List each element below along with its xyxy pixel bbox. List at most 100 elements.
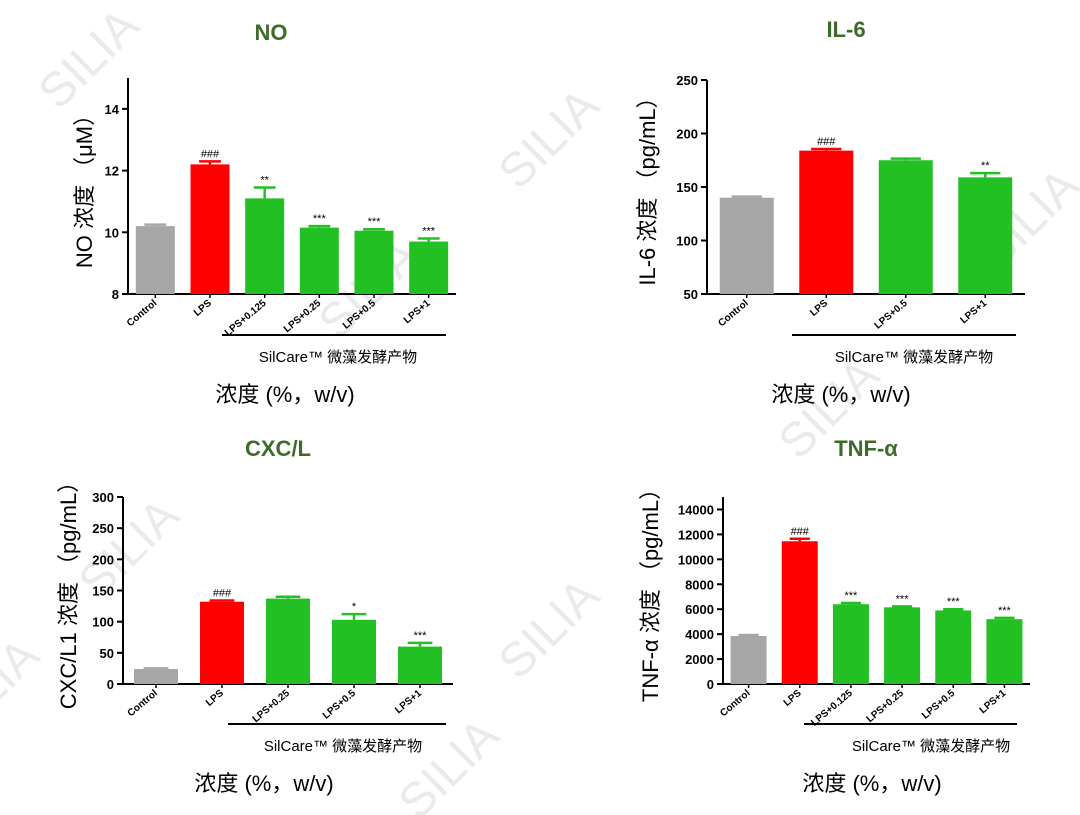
bar-Control — [730, 636, 767, 684]
y-tick-label: 4000 — [685, 627, 714, 642]
x-tick-label: LPS+1 — [393, 688, 424, 717]
y-tick-label: 12000 — [678, 527, 714, 542]
watermark-text: SILIA — [489, 79, 609, 199]
x-tick-label: LPS+1 — [402, 298, 433, 327]
y-axis-label: NO 浓度 （μM） — [72, 104, 97, 268]
y-tick-label: 200 — [676, 127, 698, 142]
significance-label: * — [352, 601, 357, 613]
y-tick-label: 10 — [105, 225, 119, 240]
y-tick-label: 6000 — [685, 602, 714, 617]
bar-LPS+0.125 — [832, 604, 869, 684]
chart-panel-3: CXC/L CXC/L1 浓度 （pg/mL） 0 50 100 150 200 250 300… — [56, 436, 453, 796]
watermark-text: SILIA — [0, 629, 49, 749]
y-tick-label: 10000 — [678, 552, 714, 567]
watermark-text: SILIA — [69, 489, 189, 609]
chart-panel-1: NO NO 浓度 （μM） 8 10 12 14 Control ### LPS ** LPS+0.… — [72, 20, 456, 407]
bar-LPS — [190, 164, 230, 294]
significance-label: *** — [422, 225, 436, 237]
x-tick-label: LPS+1 — [978, 688, 1009, 717]
x-tick-label: Control — [125, 298, 159, 329]
y-tick-label: 8 — [112, 287, 119, 302]
significance-label: ### — [817, 136, 836, 148]
x-axis-label: 浓度 (%，w/v) — [215, 382, 354, 407]
watermark-text: SILIA — [489, 569, 609, 689]
y-axis-label: CXC/L1 浓度 （pg/mL） — [56, 471, 81, 709]
x-axis-label: 浓度 (%，w/v) — [771, 382, 910, 407]
y-tick-label: 0 — [707, 677, 714, 692]
y-axis-label: IL-6 浓度 （pg/mL） — [635, 86, 660, 285]
x-tick-label: LPS — [808, 298, 830, 319]
x-tick-label: Control — [718, 688, 752, 719]
x-tick-label: LPS+0.5 — [321, 688, 358, 722]
y-tick-label: 2000 — [685, 652, 714, 667]
x-tick-label: LPS+0.25 — [865, 688, 907, 725]
chart-panel-2: IL-6 IL-6 浓度 （pg/mL） 50 100 150 200 250 Control… — [635, 17, 1025, 407]
x-tick-label: LPS+0.5 — [873, 298, 910, 332]
x-tick-label: LPS+0.25 — [251, 688, 293, 725]
significance-label: *** — [414, 630, 428, 642]
significance-label: *** — [947, 596, 961, 608]
y-tick-label: 300 — [92, 490, 114, 505]
bar-LPS+1 — [958, 177, 1013, 294]
y-tick-label: 200 — [92, 552, 114, 567]
x-tick-label: LPS+0.125 — [223, 298, 269, 339]
y-tick-label: 14 — [105, 102, 120, 117]
x-tick-label: Control — [716, 298, 750, 329]
x-tick-label: LPS+0.5 — [920, 688, 957, 722]
group-label: SilCare™ 微藻发酵产物 — [852, 738, 1010, 755]
x-tick-label: Control — [126, 688, 160, 719]
bar-Control — [719, 197, 774, 294]
bar-LPS+1 — [398, 646, 442, 684]
chart-panel-4: TNF-α TNF-α 浓度 （pg/mL） 0 2000 4000 6000 8000 10… — [638, 436, 1030, 796]
y-tick-label: 250 — [92, 521, 114, 536]
bar-Control — [134, 669, 178, 684]
y-axis-label: TNF-α 浓度 （pg/mL） — [638, 478, 663, 702]
bar-LPS — [799, 150, 854, 294]
significance-label: ** — [981, 160, 990, 172]
x-axis-label: 浓度 (%，w/v) — [194, 771, 333, 796]
group-label: SilCare™ 微藻发酵产物 — [259, 349, 417, 366]
significance-label: *** — [998, 605, 1012, 617]
watermark-text: SILIA — [29, 0, 149, 119]
bar-Control — [135, 226, 175, 294]
x-tick-label: LPS — [782, 688, 804, 709]
bar-LPS+0.25 — [884, 607, 921, 684]
y-tick-label: 150 — [92, 584, 114, 599]
group-label: SilCare™ 微藻发酵产物 — [835, 349, 993, 366]
y-tick-label: 14000 — [678, 502, 714, 517]
chart-title: CXC/L — [245, 436, 311, 461]
significance-label: ### — [201, 148, 220, 160]
bar-LPS+1 — [409, 241, 449, 294]
x-tick-label: LPS — [192, 298, 214, 319]
bar-LPS+1 — [986, 619, 1023, 684]
significance-label: ### — [213, 587, 232, 599]
x-axis-label: 浓度 (%，w/v) — [802, 771, 941, 796]
y-tick-label: 150 — [676, 180, 698, 195]
x-tick-label: LPS+0.125 — [809, 688, 855, 729]
y-tick-label: 50 — [100, 646, 114, 661]
bar-LPS — [200, 601, 244, 684]
bar-LPS+0.5 — [354, 230, 394, 294]
significance-label: *** — [844, 590, 858, 602]
chart-title: NO — [255, 20, 288, 45]
bar-LPS+0.25 — [299, 227, 339, 294]
bar-LPS+0.5 — [332, 619, 376, 684]
chart-title: TNF-α — [834, 436, 898, 461]
y-tick-label: 12 — [105, 164, 119, 179]
group-label: SilCare™ 微藻发酵产物 — [264, 738, 422, 755]
x-tick-label: LPS+1 — [958, 298, 989, 327]
bar-LPS — [781, 541, 818, 684]
significance-label: ** — [260, 175, 269, 187]
chart-title: IL-6 — [826, 17, 865, 42]
bar-LPS+0.5 — [878, 160, 933, 294]
bar-LPS+0.25 — [266, 598, 310, 684]
x-tick-label: LPS — [204, 688, 226, 709]
y-tick-label: 0 — [107, 677, 114, 692]
bar-LPS+0.5 — [935, 610, 972, 684]
y-tick-label: 50 — [684, 287, 698, 302]
significance-label: *** — [368, 216, 382, 228]
y-tick-label: 100 — [676, 234, 698, 249]
y-tick-label: 100 — [92, 615, 114, 630]
y-tick-label: 250 — [676, 73, 698, 88]
